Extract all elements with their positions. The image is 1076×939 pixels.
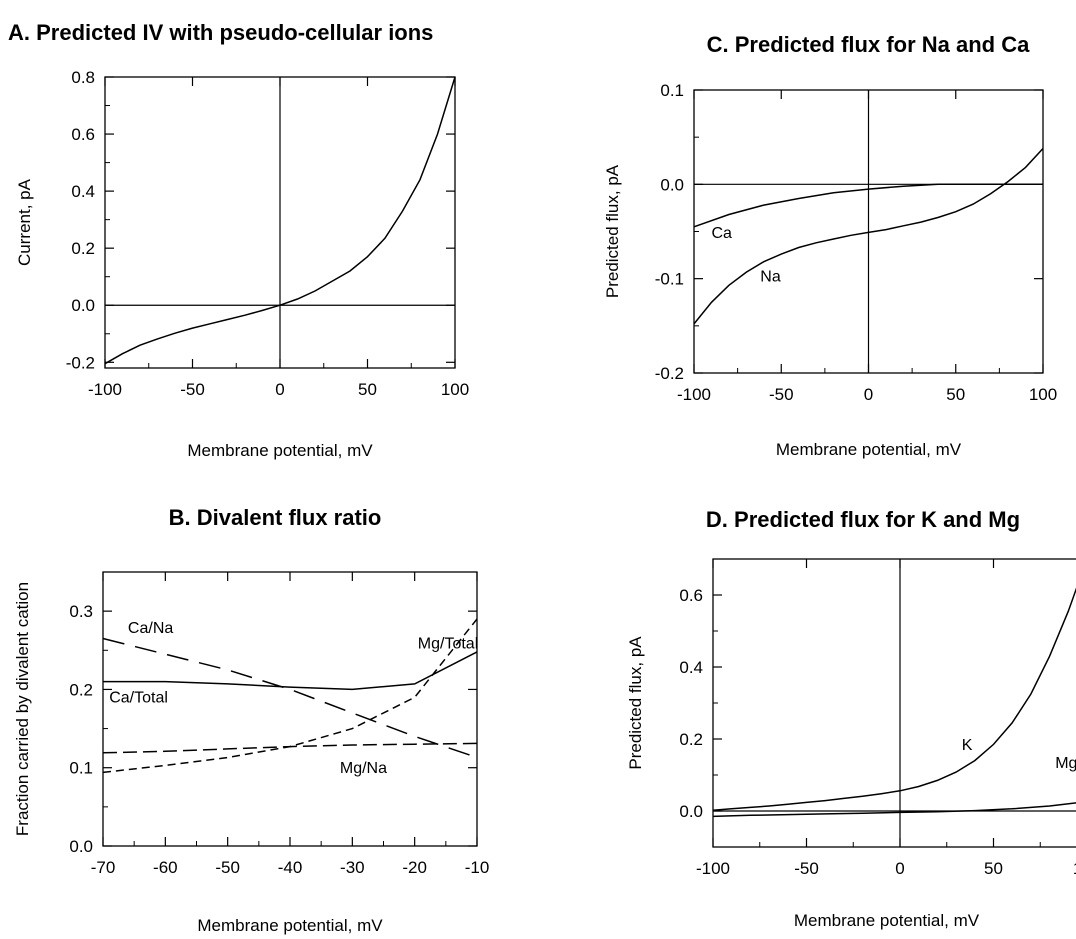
panel-c-series-na [693,147,1044,325]
panel-b-ytick-label: 0.2 [69,680,93,699]
panel-d-x-axis-label: Membrane potential, mV [794,911,980,930]
panel-d-y-axis-label: Predicted flux, pA [626,636,645,770]
panel-b-ytick-label: 0.1 [69,759,93,778]
panel-b-series-label: Mg/Na [340,760,387,777]
panel-d-ytick-label: 0.6 [679,586,703,605]
panel-d-xtick-label: -100 [696,859,730,878]
panel-a-x-axis-label: Membrane potential, mV [187,441,373,460]
panel-c-xtick-label: 100 [1029,385,1057,404]
panel-a-ytick-label: 0.2 [71,239,95,258]
panel-d-plot-frame [712,558,1076,848]
panel-a-xtick-label: 100 [441,380,469,399]
panel-b-series-ca-total [103,651,478,691]
panel-a-xtick-label: 0 [275,380,284,399]
panel-c-ytick-label: 0.0 [660,175,684,194]
panel-a-ytick-label: 0.0 [71,296,95,315]
panel-c-y-axis-label: Predicted flux, pA [603,164,622,298]
panel-a-ytick-label: 0.8 [71,68,95,87]
panel-c-title: C. Predicted flux for Na and Ca [707,32,1030,57]
panel-a-xtick-label: -50 [180,380,205,399]
panel-d-xtick-label: -50 [794,859,819,878]
panel-b-xtick-label: -50 [215,858,240,877]
panel-c-xtick-label: -50 [769,385,794,404]
panel-a-ytick-label: -0.2 [66,353,95,372]
panel-b-series-mg-na [102,742,478,754]
panel-d-ytick-label: 0.2 [679,730,703,749]
panel-c-ytick-label: -0.2 [655,364,684,383]
panel-a-predicted-iv: A. Predicted IV with pseudo-cellular ion… [8,20,469,460]
panel-a-title: A. Predicted IV with pseudo-cellular ion… [8,20,433,45]
panel-b-y-axis-label: Fraction carried by divalent cation [13,582,32,836]
panel-d-series-mg [712,802,1076,818]
panel-c-series-ca [693,183,1043,228]
panel-b-xtick-label: -70 [91,858,116,877]
panel-b-divalent-flux-ratio: B. Divalent flux ratio -70 -60 -50 -40 -30 -20… [13,505,489,935]
panel-c-ytick-label: -0.1 [655,270,684,289]
panel-c-series-label: Ca [711,225,732,242]
panel-c-series-label: Na [760,268,781,285]
panel-a-y-axis-label: Current, pA [15,178,34,266]
panel-b-xtick-label: -10 [465,858,490,877]
panel-b-series-label: Ca/Total [109,690,168,707]
panel-a-xtick-label: -100 [88,380,122,399]
panel-d-flux-k-mg: D. Predicted flux for K and Mg -100 -50 0 50… [626,507,1076,930]
panel-b-plot-frame [102,571,478,847]
panel-c-xtick-label: 50 [946,385,965,404]
panel-b-ytick-label: 0.3 [69,602,93,621]
panel-c-ytick-label: 0.1 [660,81,684,100]
panel-c-xtick-label: 0 [864,385,873,404]
panel-d-title: D. Predicted flux for K and Mg [706,507,1020,532]
panel-b-xtick-label: -60 [153,858,178,877]
panel-d-xtick-label: 0 [895,859,904,878]
panel-b-x-axis-label: Membrane potential, mV [197,916,383,935]
panel-b-xtick-label: -30 [340,858,365,877]
panel-c-x-axis-label: Membrane potential, mV [776,440,962,459]
panel-d-series-label: K [962,737,973,754]
panel-a-ytick-label: 0.6 [71,125,95,144]
panel-d-xtick-label: 100 [1073,859,1076,878]
panel-d-ytick-label: 0.4 [679,658,703,677]
panel-a-series-line [104,76,456,365]
panel-b-series-label: Mg/Total [418,636,478,653]
panel-d-series-k [712,587,1076,812]
panel-c-xtick-label: -100 [677,385,711,404]
panel-b-title: B. Divalent flux ratio [169,505,382,530]
panel-b-series-label: Ca/Na [128,620,173,637]
panel-a-xtick-label: 50 [358,380,377,399]
panel-d-xtick-label: 50 [984,859,1003,878]
panel-d-series-label: Mg [1055,755,1076,772]
panel-a-ytick-label: 0.4 [71,182,95,201]
panel-b-ytick-label: 0.0 [69,837,93,856]
panel-c-flux-na-ca: C. Predicted flux for Na and Ca -100 -50 0 5… [603,32,1057,459]
panel-b-xtick-label: -40 [278,858,303,877]
panel-b-xtick-label: -20 [402,858,427,877]
panel-d-ytick-label: 0.0 [679,802,703,821]
